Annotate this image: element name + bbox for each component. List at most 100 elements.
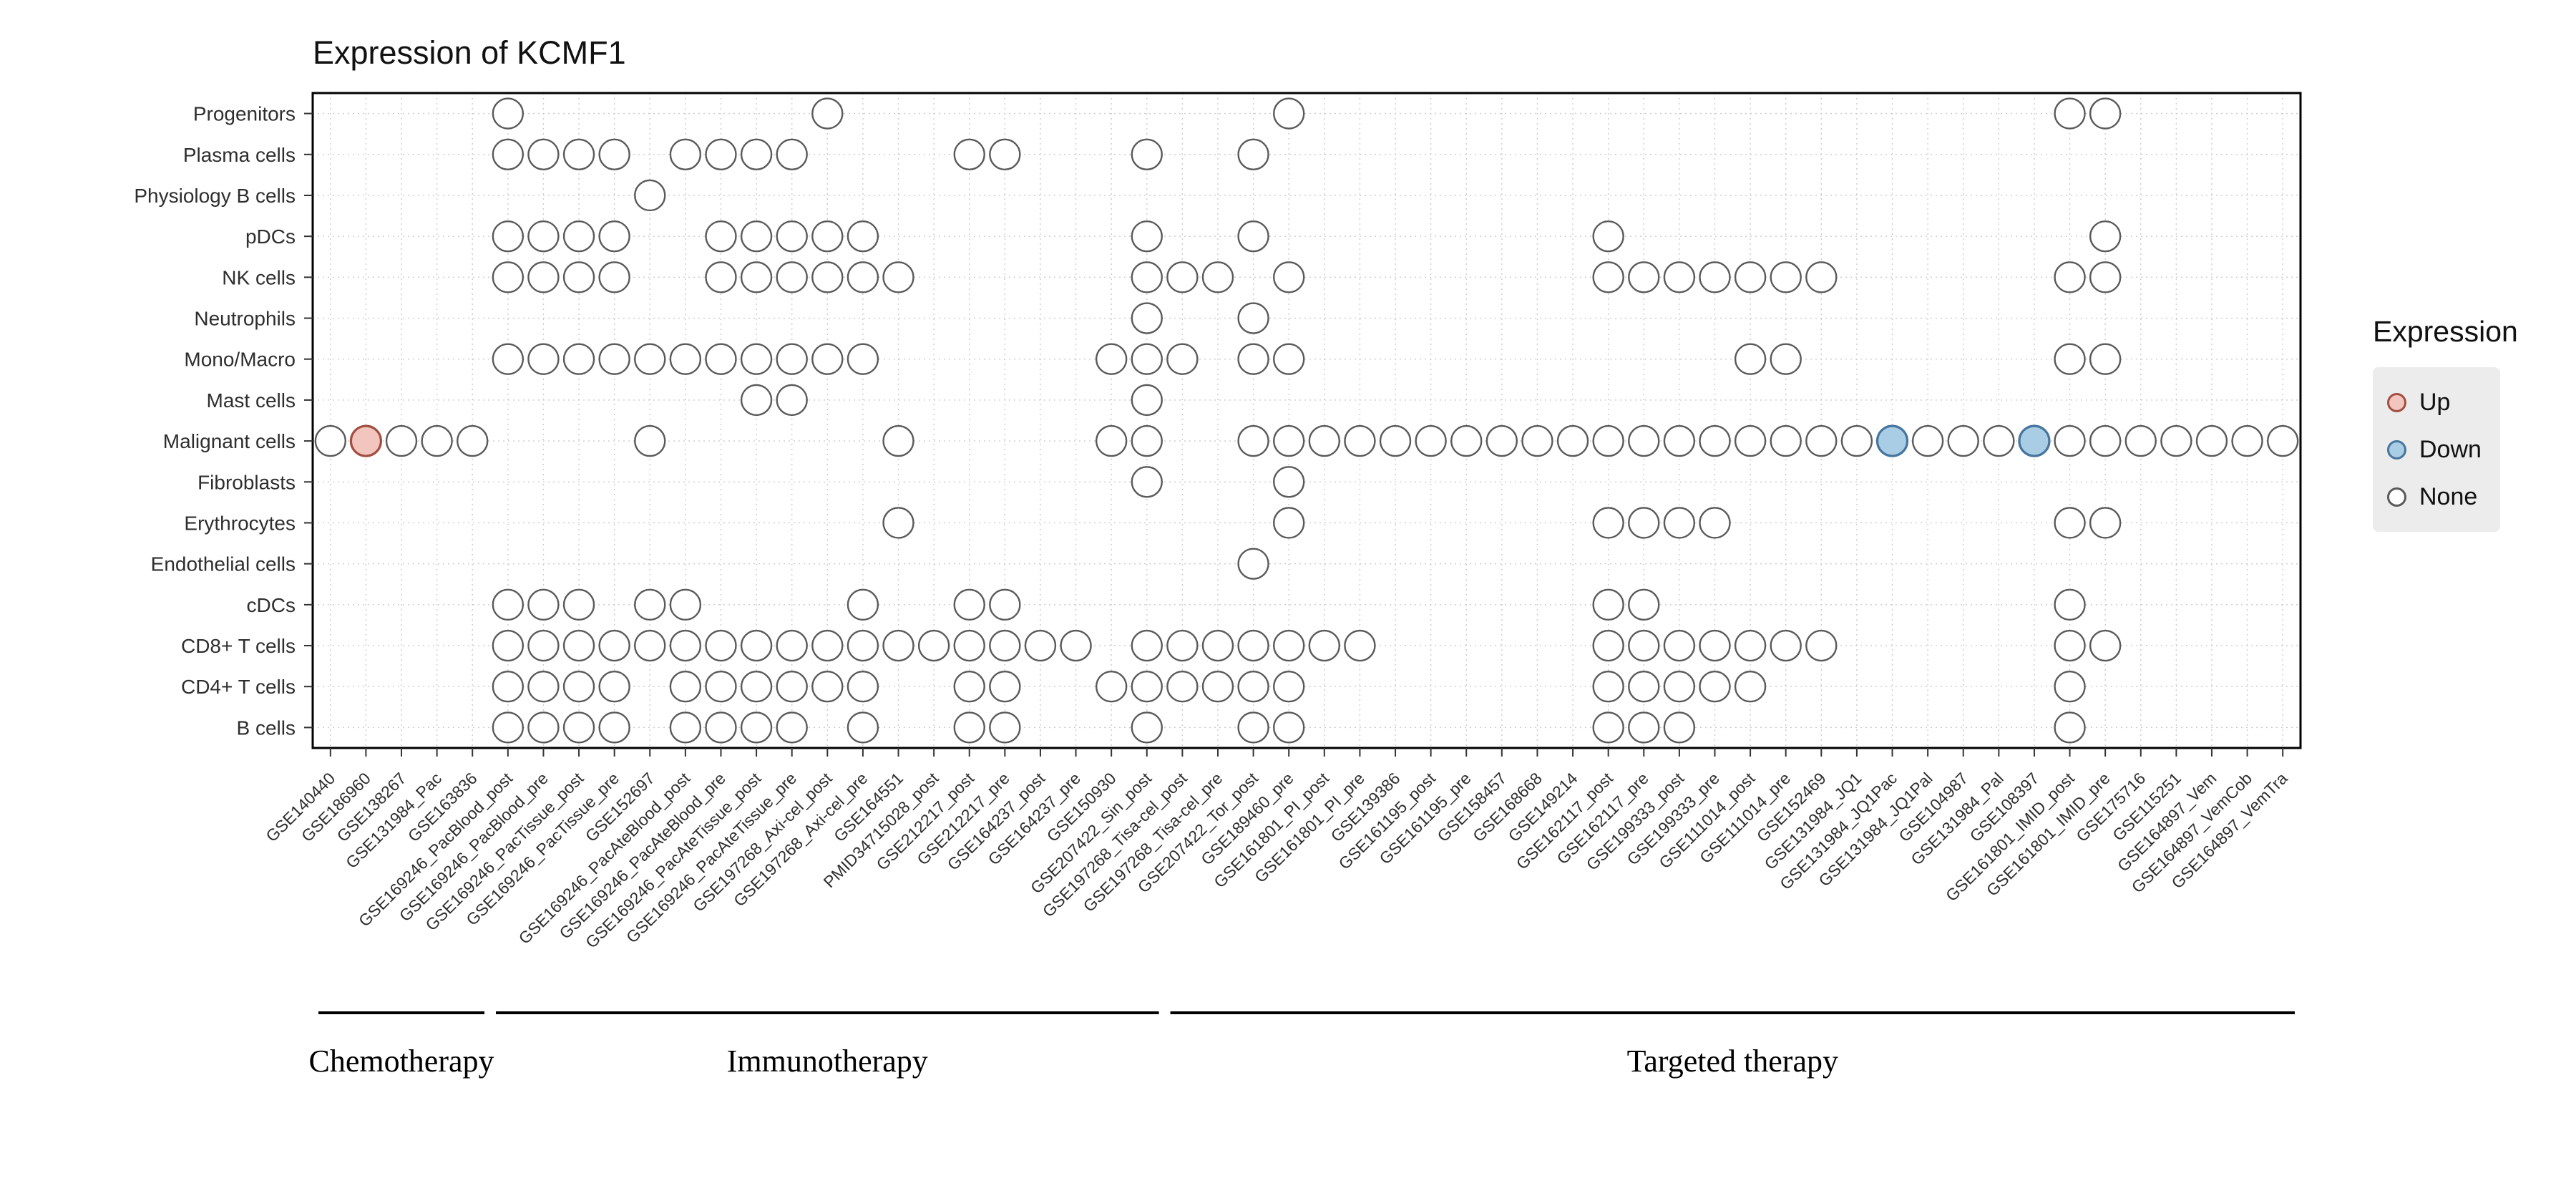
expression-dot-none xyxy=(2054,588,2086,621)
expression-dot-none xyxy=(527,261,560,293)
expression-dot-none xyxy=(811,343,844,375)
expression-dot-none xyxy=(776,629,808,662)
therapy-group-label: Immunotherapy xyxy=(727,1044,928,1079)
expression-dot-none xyxy=(1095,424,1128,457)
expression-dot-none xyxy=(1840,424,1873,457)
expression-dot-none xyxy=(2160,424,2192,457)
expression-dot-none xyxy=(457,424,489,457)
expression-dot-none xyxy=(598,711,630,744)
expression-dot-none xyxy=(1699,507,1731,539)
expression-dot-none xyxy=(385,424,418,457)
y-tick-label: Erythrocytes xyxy=(184,512,296,534)
expression-dot-none xyxy=(1663,671,1696,703)
expression-dot-none xyxy=(1131,424,1163,457)
y-tick-label: CD8+ T cells xyxy=(181,635,296,657)
expression-dot-none xyxy=(562,138,595,170)
expression-dot-none xyxy=(598,629,630,662)
expression-dot-none xyxy=(1272,97,1305,130)
expression-dot-none xyxy=(953,588,985,621)
y-tick-label: B cells xyxy=(237,716,296,739)
expression-dot-none xyxy=(705,220,737,253)
expression-dot-none xyxy=(740,220,773,253)
expression-dot-none xyxy=(1272,424,1305,457)
expression-dot-none xyxy=(562,588,595,621)
therapy-group-label: Chemotherapy xyxy=(308,1044,494,1079)
therapy-group-label: Targeted therapy xyxy=(1627,1044,1838,1079)
expression-dot-none xyxy=(1628,711,1660,744)
expression-dot-none xyxy=(1628,588,1660,621)
expression-dot-none xyxy=(776,343,808,375)
expression-dot-none xyxy=(1237,711,1269,744)
expression-dot-none xyxy=(917,629,950,662)
expression-dot-none xyxy=(705,343,737,375)
expression-dot-none xyxy=(1628,671,1660,703)
expression-dot-none xyxy=(2089,261,2122,293)
expression-dot-none xyxy=(1663,629,1696,662)
expression-dot-none xyxy=(1272,507,1305,539)
expression-dot-none xyxy=(562,220,595,253)
legend-item-label: Up xyxy=(2419,388,2451,416)
expression-dot-none xyxy=(1663,261,1696,293)
expression-dot-none xyxy=(634,629,666,662)
expression-dot-none xyxy=(847,671,879,703)
expression-dot-none xyxy=(1592,507,1624,539)
expression-dot-none xyxy=(1699,261,1731,293)
expression-dot-none xyxy=(1379,424,1412,457)
expression-dot-none xyxy=(527,138,560,170)
expression-dot-none xyxy=(1415,424,1447,457)
expression-dot-none xyxy=(705,138,737,170)
expression-dot-none xyxy=(562,629,595,662)
expression-dot-none xyxy=(776,711,808,744)
expression-dot-none xyxy=(1699,671,1731,703)
expression-dot-none xyxy=(953,138,985,170)
expression-dot-none xyxy=(669,343,702,375)
expression-dot-none xyxy=(1734,261,1767,293)
expression-dot-none xyxy=(634,588,666,621)
expression-dot-none xyxy=(1237,343,1269,375)
legend-items-box: Up Down None xyxy=(2373,367,2500,532)
expression-dot-none xyxy=(1805,424,1838,457)
expression-dot-none xyxy=(492,138,525,170)
expression-dot-none xyxy=(1131,138,1163,170)
expression-dot-none xyxy=(1272,629,1305,662)
expression-dot-none xyxy=(1770,261,1802,293)
expression-dot-none xyxy=(1166,261,1199,293)
expression-dot-none xyxy=(1592,424,1624,457)
expression-dot-none xyxy=(1734,343,1767,375)
expression-dot-none xyxy=(776,261,808,293)
expression-dot-none xyxy=(1308,424,1341,457)
expression-dot-none xyxy=(1237,548,1269,580)
expression-dot-none xyxy=(562,671,595,703)
expression-dot-none xyxy=(314,424,347,457)
expression-dot-none xyxy=(989,671,1021,703)
expression-dot-none xyxy=(1770,343,1802,375)
y-tick-label: Physiology B cells xyxy=(134,185,296,207)
expression-dot-none xyxy=(847,629,879,662)
expression-dot-none xyxy=(562,343,595,375)
expression-dot-none xyxy=(1201,629,1234,662)
expression-dot-none xyxy=(1131,671,1163,703)
expression-dot-none xyxy=(1308,629,1341,662)
expression-dot-none xyxy=(989,629,1021,662)
expression-dot-none xyxy=(705,711,737,744)
expression-dot-none xyxy=(1770,424,1802,457)
expression-dot-none xyxy=(1592,220,1624,253)
expression-dot-none xyxy=(1060,629,1092,662)
expression-dot-none xyxy=(811,261,844,293)
expression-dot-none xyxy=(1272,261,1305,293)
expression-dot-none xyxy=(634,179,666,212)
expression-dot-none xyxy=(527,588,560,621)
expression-dot-none xyxy=(1521,424,1553,457)
expression-dot-none xyxy=(1166,629,1199,662)
expression-dot-none xyxy=(1699,424,1731,457)
expression-dot-none xyxy=(634,343,666,375)
expression-dot-none xyxy=(847,261,879,293)
expression-dot-none xyxy=(527,629,560,662)
legend-item-label: Down xyxy=(2419,435,2482,463)
expression-dot-none xyxy=(1628,629,1660,662)
expression-dot-none xyxy=(1911,424,1944,457)
expression-dot-none xyxy=(1628,424,1660,457)
expression-dot-none xyxy=(2124,424,2157,457)
expression-dot-none xyxy=(527,711,560,744)
expression-dot-none xyxy=(1095,671,1128,703)
